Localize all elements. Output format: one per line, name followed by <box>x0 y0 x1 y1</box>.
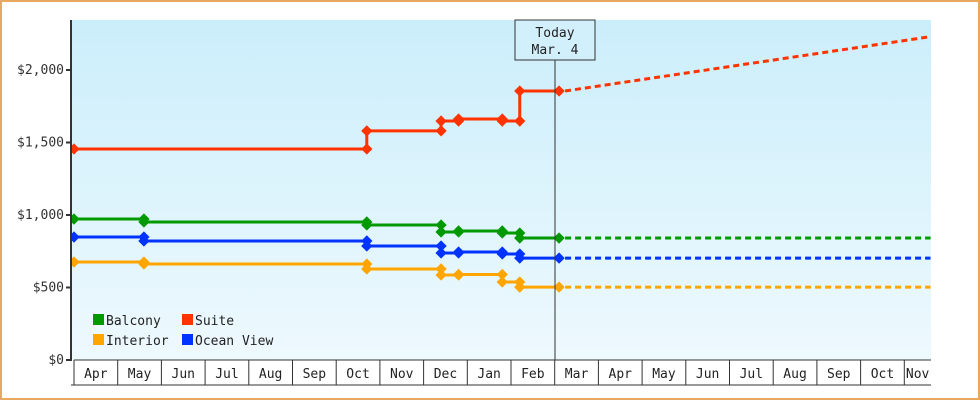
legend-swatch <box>93 314 104 325</box>
y-tick-label: $0 <box>48 353 64 368</box>
month-label: May <box>128 367 152 382</box>
month-label: Nov <box>390 367 414 382</box>
legend-swatch <box>182 334 193 345</box>
data-point[interactable] <box>553 281 565 293</box>
legend-item-balcony[interactable]: Balcony <box>93 314 161 329</box>
data-point[interactable] <box>138 258 150 270</box>
data-point[interactable] <box>553 252 565 264</box>
today-marker: Today Mar. 4 <box>514 19 596 360</box>
month-label: Jun <box>696 367 719 382</box>
month-label: Dec <box>434 367 457 382</box>
month-label: Oct <box>346 367 369 382</box>
series-interior <box>71 256 931 293</box>
plot-area <box>71 20 931 360</box>
y-axis: $0 $500 $1,000 $1,500 $2,000 <box>17 20 72 368</box>
month-label: Apr <box>609 367 633 382</box>
data-point[interactable] <box>514 232 526 244</box>
month-label: Aug <box>783 367 806 382</box>
month-label: Sep <box>827 367 851 382</box>
today-box <box>514 19 596 61</box>
data-point[interactable] <box>514 281 526 293</box>
x-axis: Apr May Jun Jul Aug Sep Oct Nov Dec Jan Feb Mar Apr M… <box>71 359 931 386</box>
y-tick-label: $500 <box>33 281 64 296</box>
data-point[interactable] <box>452 268 465 281</box>
data-point[interactable] <box>435 269 447 281</box>
month-label: Jul <box>740 367 763 382</box>
data-point[interactable] <box>361 143 373 155</box>
data-point[interactable] <box>496 248 508 260</box>
month-label: Nov <box>906 367 930 382</box>
data-point[interactable] <box>361 125 373 137</box>
data-point[interactable] <box>452 225 465 237</box>
data-point[interactable] <box>138 216 150 228</box>
today-label: Today <box>535 26 574 41</box>
month-label: Jul <box>215 367 238 382</box>
data-point[interactable] <box>361 263 373 275</box>
legend-item-ocean-view[interactable]: Ocean View <box>182 334 273 349</box>
data-point[interactable] <box>435 263 447 275</box>
legend-label: Ocean View <box>195 334 273 349</box>
month-label: Sep <box>303 367 327 382</box>
forecast-line <box>564 35 931 93</box>
data-point[interactable] <box>435 219 447 231</box>
y-tick-label: $2,000 <box>17 63 64 78</box>
month-label: May <box>652 367 676 382</box>
legend: Balcony Suite Interior Ocean View <box>93 314 273 349</box>
data-point[interactable] <box>496 276 508 288</box>
legend-label: Suite <box>195 314 234 329</box>
month-label: Feb <box>521 367 545 382</box>
y-tick-label: $1,500 <box>17 136 64 151</box>
data-point[interactable] <box>452 246 465 258</box>
legend-item-interior[interactable]: Interior <box>93 334 169 349</box>
month-label: Aug <box>259 367 282 382</box>
today-date: Mar. 4 <box>532 43 579 58</box>
legend-swatch <box>93 334 104 345</box>
data-point[interactable] <box>435 240 447 252</box>
month-label: Jan <box>477 367 500 382</box>
legend-swatch <box>182 314 193 325</box>
data-point[interactable] <box>496 268 508 281</box>
data-point[interactable] <box>435 125 447 137</box>
legend-label: Balcony <box>106 314 161 329</box>
legend-item-suite[interactable]: Suite <box>182 314 234 329</box>
data-point[interactable] <box>361 240 373 252</box>
y-tick-label: $1,000 <box>17 208 64 223</box>
data-point[interactable] <box>138 235 150 247</box>
series-layer <box>71 35 931 293</box>
data-point[interactable] <box>435 226 447 238</box>
data-point[interactable] <box>553 232 565 244</box>
month-label: Jun <box>172 367 195 382</box>
month-label: Oct <box>871 367 894 382</box>
data-point[interactable] <box>361 219 373 231</box>
data-point[interactable] <box>496 227 508 239</box>
data-point[interactable] <box>514 252 526 264</box>
month-label: Apr <box>84 367 108 382</box>
legend-label: Interior <box>106 334 169 349</box>
series-balcony <box>71 213 931 244</box>
month-label: Mar <box>565 367 589 382</box>
series-ocean-view <box>71 231 931 264</box>
